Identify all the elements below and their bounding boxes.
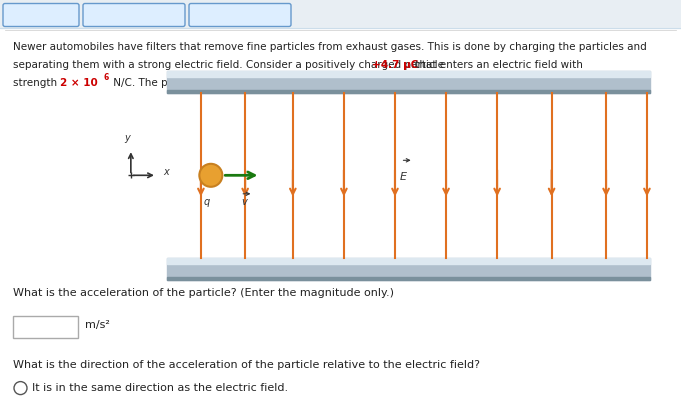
Bar bbox=[167, 258, 650, 264]
Text: that enters an electric field with: that enters an electric field with bbox=[412, 60, 583, 70]
Text: What is the direction of the acceleration of the particle relative to the electr: What is the direction of the acceleratio… bbox=[13, 360, 480, 370]
Text: q: q bbox=[204, 197, 210, 207]
Text: m/s and has a mass of 10: m/s and has a mass of 10 bbox=[297, 78, 434, 88]
Text: It is in the same direction as the electric field.: It is in the same direction as the elect… bbox=[32, 383, 288, 393]
Text: m/s²: m/s² bbox=[85, 320, 110, 330]
Text: 2 × 10: 2 × 10 bbox=[60, 78, 98, 88]
Text: x: x bbox=[163, 167, 169, 177]
Circle shape bbox=[14, 382, 27, 395]
Text: N/C. The particle is traveling at: N/C. The particle is traveling at bbox=[110, 78, 279, 88]
Text: separating them with a strong electric field. Consider a positively charged part: separating them with a strong electric f… bbox=[13, 60, 447, 70]
Bar bbox=[0, 0, 681, 28]
FancyBboxPatch shape bbox=[3, 4, 79, 27]
Circle shape bbox=[200, 164, 222, 187]
FancyBboxPatch shape bbox=[13, 316, 78, 338]
Text: g.: g. bbox=[455, 78, 469, 88]
Text: Newer automobiles have filters that remove fine particles from exhaust gases. Th: Newer automobiles have filters that remo… bbox=[13, 42, 647, 52]
Text: 6: 6 bbox=[104, 73, 109, 82]
Text: v: v bbox=[242, 197, 247, 207]
Text: What is the acceleration of the particle? (Enter the magnitude only.): What is the acceleration of the particle… bbox=[13, 288, 394, 298]
Text: strength: strength bbox=[13, 78, 61, 88]
Bar bbox=[167, 71, 650, 93]
Text: +4.7 μC: +4.7 μC bbox=[372, 60, 418, 70]
Text: E: E bbox=[400, 172, 407, 182]
Bar bbox=[167, 258, 650, 280]
Text: y: y bbox=[124, 133, 129, 143]
FancyBboxPatch shape bbox=[83, 4, 185, 27]
Bar bbox=[167, 90, 650, 93]
Text: −9: −9 bbox=[442, 73, 454, 82]
Text: 17: 17 bbox=[282, 78, 297, 88]
FancyBboxPatch shape bbox=[189, 4, 291, 27]
Bar bbox=[167, 277, 650, 280]
Bar bbox=[167, 71, 650, 77]
